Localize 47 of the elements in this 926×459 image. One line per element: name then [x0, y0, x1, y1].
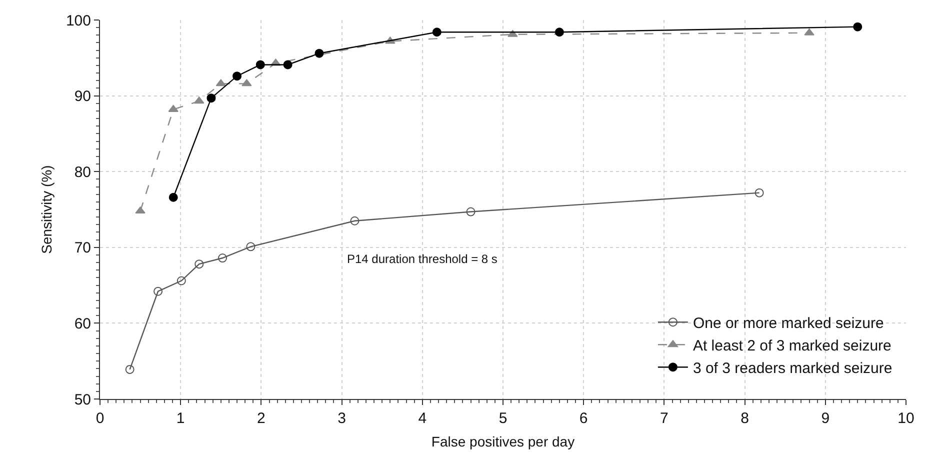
x-tick-label: 7 — [660, 410, 668, 427]
point — [246, 242, 256, 252]
point — [232, 72, 242, 81]
point — [804, 28, 814, 36]
point — [194, 96, 204, 104]
y-tick-label: 50 — [74, 391, 91, 408]
point — [168, 192, 178, 202]
legend-label: 3 of 3 readers marked seizure — [692, 360, 892, 377]
point — [135, 206, 146, 214]
legend-label: At least 2 of 3 marked seizure — [692, 337, 892, 354]
x-tick-label: 2 — [257, 410, 266, 427]
x-tick-label: 0 — [96, 410, 104, 427]
x-tick-label: 1 — [176, 410, 185, 427]
point — [350, 216, 360, 226]
point — [218, 254, 228, 263]
point — [206, 94, 216, 103]
point — [154, 286, 163, 296]
point — [466, 207, 476, 216]
point — [554, 28, 564, 37]
point — [283, 60, 292, 70]
y-tick-label: 70 — [74, 240, 91, 257]
legend-label: One or more marked seizure — [692, 314, 884, 332]
y-tick-label: 80 — [74, 164, 91, 181]
point — [242, 79, 252, 86]
point — [853, 22, 862, 32]
point — [754, 188, 764, 198]
x-tick-label: 6 — [579, 410, 588, 427]
point — [256, 60, 265, 70]
y-tick-label: 100 — [66, 12, 91, 30]
point — [125, 364, 134, 374]
point — [314, 48, 324, 58]
point — [176, 276, 186, 286]
x-axis-title: False positives per day — [431, 433, 575, 450]
y-tick-label: 90 — [74, 88, 91, 106]
y-axis-title: Sensitivity (%) — [38, 165, 55, 254]
x-tick-label: 5 — [498, 410, 508, 427]
annotation: P14 duration threshold = 8 s — [347, 252, 498, 266]
x-tick-label: 10 — [898, 410, 914, 427]
point — [194, 260, 204, 269]
point — [432, 28, 442, 37]
point — [168, 104, 178, 112]
x-tick-label: 3 — [338, 410, 346, 427]
x-tick-label: 9 — [821, 410, 830, 427]
x-tick-label: 8 — [740, 410, 749, 427]
point — [508, 30, 518, 37]
y-tick-label: 60 — [74, 315, 91, 332]
x-tick-label: 4 — [418, 410, 427, 427]
